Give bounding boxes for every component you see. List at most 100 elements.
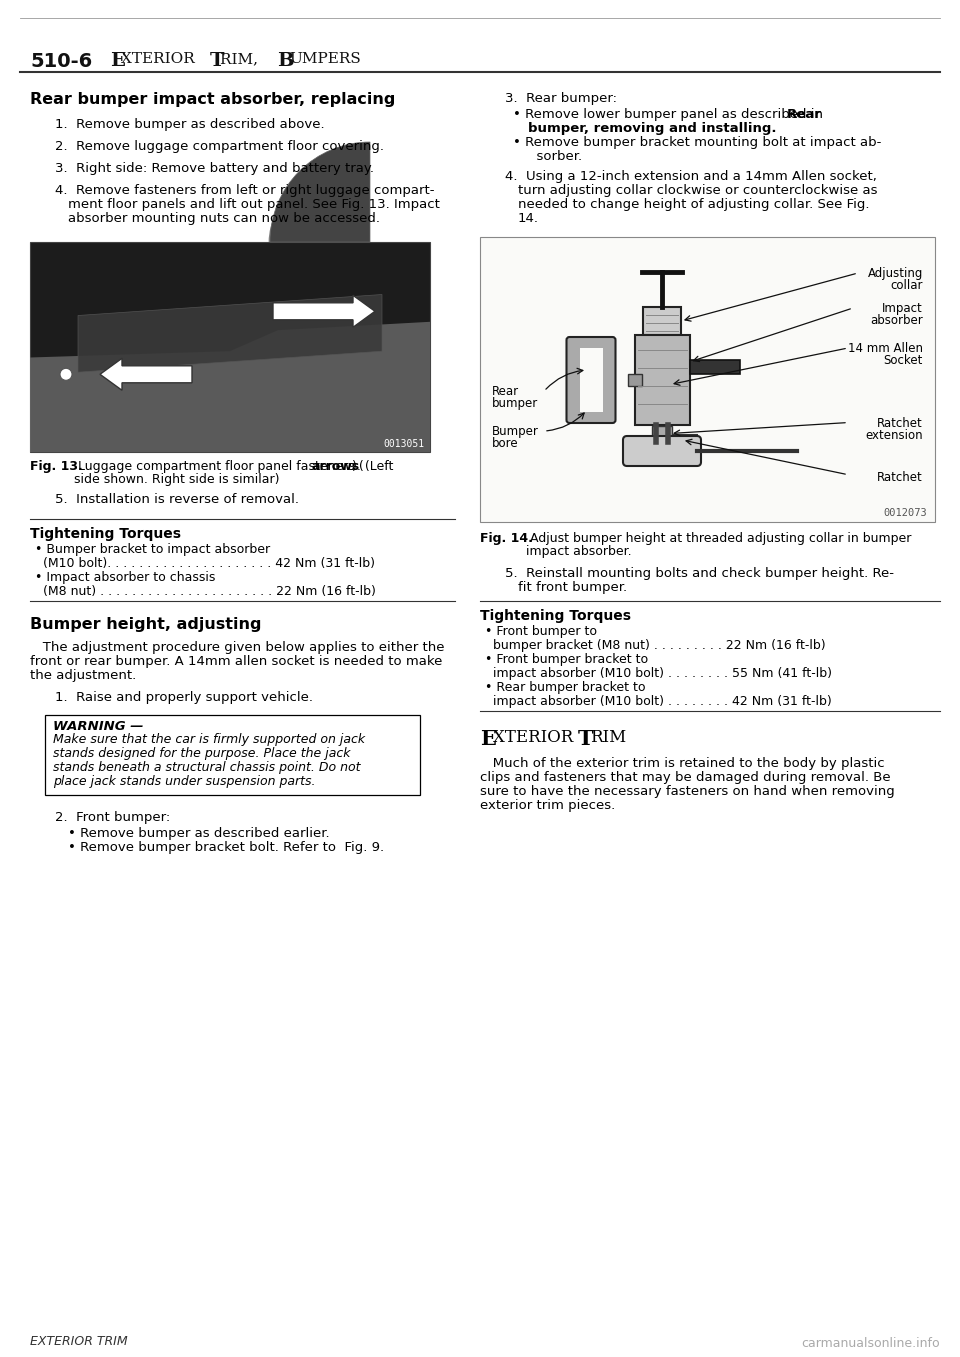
Text: 5.  Installation is reverse of removal.: 5. Installation is reverse of removal.	[55, 493, 299, 506]
Text: 3.  Right side: Remove battery and battery tray.: 3. Right side: Remove battery and batter…	[55, 161, 374, 175]
Text: 14.: 14.	[518, 212, 539, 225]
Text: impact absorber (M10 bolt) . . . . . . . . 42 Nm (31 ft-lb): impact absorber (M10 bolt) . . . . . . .…	[485, 695, 831, 708]
Text: Fig. 14.: Fig. 14.	[480, 532, 533, 546]
Text: UMPERS: UMPERS	[289, 52, 361, 66]
Text: arrows: arrows	[312, 460, 360, 474]
Text: ). (Left: ). (Left	[352, 460, 394, 474]
Text: (M10 bolt). . . . . . . . . . . . . . . . . . . . . 42 Nm (31 ft-lb): (M10 bolt). . . . . . . . . . . . . . . …	[35, 556, 375, 570]
Text: RIM: RIM	[590, 729, 626, 746]
Text: impact absorber (M10 bolt) . . . . . . . . 55 Nm (41 ft-lb): impact absorber (M10 bolt) . . . . . . .…	[485, 668, 832, 680]
Text: ment floor panels and lift out panel. See Fig. 13. Impact: ment floor panels and lift out panel. Se…	[68, 198, 440, 210]
Text: Ratchet: Ratchet	[877, 471, 923, 483]
Text: the adjustment.: the adjustment.	[30, 669, 136, 683]
Wedge shape	[270, 142, 370, 242]
Text: Much of the exterior trim is retained to the body by plastic: Much of the exterior trim is retained to…	[480, 757, 884, 769]
Bar	[480, 237, 935, 522]
FancyArrow shape	[100, 358, 192, 391]
Text: Bumper: Bumper	[492, 425, 539, 438]
Bar	[635, 335, 689, 425]
Text: fit front bumper.: fit front bumper.	[518, 581, 627, 594]
Text: Make sure that the car is firmly supported on jack: Make sure that the car is firmly support…	[53, 733, 365, 746]
Text: sorber.: sorber.	[528, 151, 582, 163]
Text: front or rear bumper. A 14mm allen socket is needed to make: front or rear bumper. A 14mm allen socke…	[30, 655, 443, 668]
Polygon shape	[30, 322, 430, 452]
Bar	[45, 715, 420, 795]
Text: 4.  Using a 12-inch extension and a 14mm Allen socket,: 4. Using a 12-inch extension and a 14mm …	[505, 170, 876, 183]
FancyBboxPatch shape	[623, 436, 701, 465]
Text: T: T	[578, 729, 593, 749]
Text: 0012073: 0012073	[883, 508, 927, 518]
Text: place jack stands under suspension parts.: place jack stands under suspension parts…	[53, 775, 316, 788]
Text: 2.  Remove luggage compartment floor covering.: 2. Remove luggage compartment floor cove…	[55, 140, 384, 153]
Text: needed to change height of adjusting collar. See Fig.: needed to change height of adjusting col…	[518, 198, 870, 210]
Text: Adjusting: Adjusting	[868, 267, 923, 280]
Circle shape	[60, 368, 72, 380]
Text: 3.  Rear bumper:: 3. Rear bumper:	[505, 92, 617, 104]
Text: 2.  Front bumper:: 2. Front bumper:	[55, 811, 170, 824]
Text: clips and fasteners that may be damaged during removal. Be: clips and fasteners that may be damaged …	[480, 771, 891, 784]
Text: bore: bore	[492, 437, 518, 451]
Text: • Front bumper bracket to: • Front bumper bracket to	[485, 653, 648, 666]
Text: Rear: Rear	[492, 385, 519, 398]
Text: The adjustment procedure given below applies to either the: The adjustment procedure given below app…	[30, 641, 444, 654]
Text: side shown. Right side is similar): side shown. Right side is similar)	[74, 474, 279, 486]
Bar	[643, 307, 681, 335]
Text: • Remove lower bumper panel as described in: • Remove lower bumper panel as described…	[513, 109, 828, 121]
Text: Luggage compartment floor panel fasteners (: Luggage compartment floor panel fastener…	[74, 460, 364, 474]
Text: stands designed for the purpose. Place the jack: stands designed for the purpose. Place t…	[53, 746, 350, 760]
Text: EXTERIOR TRIM: EXTERIOR TRIM	[30, 1335, 128, 1348]
Text: Bumper height, adjusting: Bumper height, adjusting	[30, 617, 261, 632]
Text: Rear bumper impact absorber, replacing: Rear bumper impact absorber, replacing	[30, 92, 396, 107]
Text: XTERIOR: XTERIOR	[493, 729, 579, 746]
Text: • Bumper bracket to impact absorber: • Bumper bracket to impact absorber	[35, 543, 270, 556]
Text: absorber: absorber	[871, 313, 923, 327]
Bar	[652, 426, 672, 441]
Text: Ratchet: Ratchet	[877, 417, 923, 430]
Text: Adjust bumper height at threaded adjusting collar in bumper: Adjust bumper height at threaded adjusti…	[526, 532, 911, 546]
Text: 0013051: 0013051	[384, 440, 425, 449]
Text: • Remove bumper as described earlier.: • Remove bumper as described earlier.	[68, 826, 329, 840]
Text: 510-6: 510-6	[30, 52, 92, 71]
Text: Impact: Impact	[882, 303, 923, 315]
Text: collar: collar	[891, 280, 923, 292]
Text: stands beneath a structural chassis point. Do not: stands beneath a structural chassis poin…	[53, 761, 361, 773]
Text: T: T	[210, 52, 225, 71]
Text: Fig. 13.: Fig. 13.	[30, 460, 83, 474]
Text: sure to have the necessary fasteners on hand when removing: sure to have the necessary fasteners on …	[480, 784, 895, 798]
Text: impact absorber.: impact absorber.	[526, 546, 632, 558]
Text: • Remove bumper bracket mounting bolt at impact ab-: • Remove bumper bracket mounting bolt at…	[513, 136, 881, 149]
Text: 5.  Reinstall mounting bolts and check bumper height. Re-: 5. Reinstall mounting bolts and check bu…	[505, 567, 894, 579]
Text: exterior trim pieces.: exterior trim pieces.	[480, 799, 615, 811]
Text: • Rear bumper bracket to: • Rear bumper bracket to	[485, 681, 645, 693]
Text: extension: extension	[865, 429, 923, 441]
Text: Tightening Torques: Tightening Torques	[30, 527, 181, 541]
Text: Tightening Torques: Tightening Torques	[480, 609, 631, 623]
Text: (M8 nut) . . . . . . . . . . . . . . . . . . . . . . 22 Nm (16 ft-lb): (M8 nut) . . . . . . . . . . . . . . . .…	[35, 585, 376, 598]
Bar	[628, 375, 641, 385]
Text: B: B	[277, 52, 294, 71]
Text: Rear: Rear	[787, 109, 822, 121]
Text: 14 mm Allen: 14 mm Allen	[848, 342, 923, 356]
Text: carmanualsonline.info: carmanualsonline.info	[802, 1337, 940, 1350]
Text: Socket: Socket	[883, 354, 923, 366]
Text: • Impact absorber to chassis: • Impact absorber to chassis	[35, 571, 215, 584]
Text: E: E	[110, 52, 125, 71]
Text: • Front bumper to: • Front bumper to	[485, 626, 597, 638]
Text: 1.  Remove bumper as described above.: 1. Remove bumper as described above.	[55, 118, 324, 132]
Polygon shape	[78, 294, 382, 372]
Text: 1.  Raise and properly support vehicle.: 1. Raise and properly support vehicle.	[55, 691, 313, 704]
Text: bumper: bumper	[492, 398, 539, 410]
FancyArrow shape	[273, 296, 375, 327]
Text: bumper, removing and installing.: bumper, removing and installing.	[528, 122, 777, 134]
Bar	[580, 347, 603, 413]
Text: E: E	[480, 729, 496, 749]
Text: XTERIOR: XTERIOR	[121, 52, 200, 66]
Bar	[30, 242, 430, 452]
Bar	[689, 360, 739, 373]
Text: • Remove bumper bracket bolt. Refer to  Fig. 9.: • Remove bumper bracket bolt. Refer to F…	[68, 841, 384, 854]
Text: 4.  Remove fasteners from left or right luggage compart-: 4. Remove fasteners from left or right l…	[55, 185, 435, 197]
Text: WARNING —: WARNING —	[53, 721, 143, 733]
Text: absorber mounting nuts can now be accessed.: absorber mounting nuts can now be access…	[68, 212, 380, 225]
Text: turn adjusting collar clockwise or counterclockwise as: turn adjusting collar clockwise or count…	[518, 185, 877, 197]
Text: bumper bracket (M8 nut) . . . . . . . . . 22 Nm (16 ft-lb): bumper bracket (M8 nut) . . . . . . . . …	[485, 639, 826, 651]
